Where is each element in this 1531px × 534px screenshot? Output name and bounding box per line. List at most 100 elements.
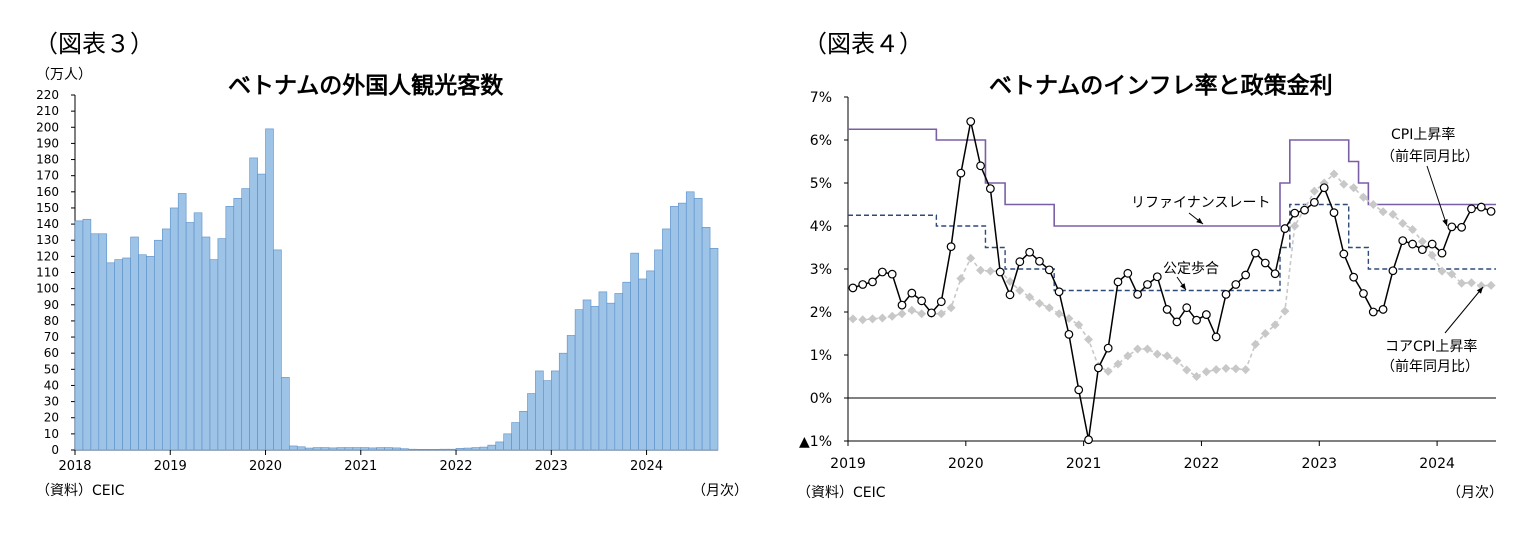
cpi-point — [1280, 224, 1290, 233]
cpi-point — [966, 117, 976, 126]
bar — [511, 422, 520, 451]
core-cpi-point — [848, 314, 858, 324]
y-tick-label: 190 — [36, 136, 59, 150]
core-annotation-line2: （前年同月比） — [1381, 359, 1479, 375]
core-cpi-point — [985, 266, 995, 276]
y-tick-label: 5% — [810, 176, 832, 192]
cpi-point — [1103, 343, 1113, 353]
y-tick-label: 170 — [36, 169, 59, 183]
bar — [265, 128, 274, 451]
core-cpi-point — [1368, 200, 1378, 209]
bar — [582, 299, 592, 451]
y-tick-label: 220 — [36, 88, 59, 102]
cpi-point — [897, 300, 907, 310]
core-cpi-point — [1123, 351, 1133, 361]
right-source-note: （資料）CEIC — [797, 485, 886, 501]
cpi-point — [1133, 289, 1143, 299]
discount-annotation: 公定歩合 — [1163, 261, 1219, 277]
core-cpi-point — [1388, 209, 1398, 219]
core-cpi-point — [1103, 366, 1113, 376]
cpi-point — [1113, 277, 1123, 287]
x-tick-label: 2023 — [1301, 456, 1337, 472]
bar — [646, 270, 655, 451]
core-cpi-point — [1349, 183, 1359, 193]
x-tick-label: 2021 — [344, 459, 377, 474]
cpi-point — [1084, 435, 1093, 445]
bar — [296, 446, 306, 451]
cpi-point — [848, 283, 858, 293]
y-tick-label: 30 — [44, 395, 59, 409]
bar — [447, 448, 457, 451]
cpi-point — [1044, 265, 1054, 275]
y-tick-label: 210 — [36, 104, 59, 118]
core-cpi-point — [1447, 269, 1457, 279]
y-tick-label: 200 — [36, 120, 59, 134]
bar — [558, 352, 568, 451]
bar — [574, 309, 584, 451]
bar — [74, 220, 84, 451]
right-x-unit: （月次） — [1447, 485, 1503, 501]
inflation-chart-panel: （図表４） ベトナムのインフレ率と政策金利 ▲1% 0% 1% 2% 3% 4% 5% 6% 7… — [765, 0, 1531, 534]
bar — [217, 238, 227, 451]
bar — [304, 447, 314, 451]
y-tick-label: 2% — [810, 305, 832, 321]
core-cpi-point — [1466, 278, 1476, 288]
core-cpi-point — [1142, 344, 1152, 354]
bar — [495, 441, 504, 451]
y-tick-label: 100 — [36, 282, 59, 296]
bar — [233, 197, 243, 451]
x-tick-label: 2021 — [1066, 456, 1102, 472]
tourists-chart-panel: （図表３） （万人） ベトナムの外国人観光客数 0 10 20 30 40 50 60 70 8… — [0, 0, 765, 534]
bar — [638, 278, 647, 451]
core-cpi-point — [887, 311, 897, 321]
y-tick-label: 180 — [36, 153, 59, 167]
bar — [431, 449, 441, 451]
cpi-point — [1319, 183, 1329, 193]
left-source-note: （資料）CEIC — [36, 483, 125, 499]
discount-arrow-head — [1180, 283, 1186, 290]
cpi-point — [1005, 290, 1015, 300]
cpi-point — [1309, 197, 1319, 207]
bar — [169, 207, 179, 451]
core-cpi-point — [1015, 286, 1025, 295]
bar — [408, 448, 417, 451]
cpi-point — [995, 267, 1005, 277]
bar — [281, 377, 290, 451]
core-cpi-point — [877, 313, 887, 323]
y-tick-label: 60 — [44, 346, 59, 360]
cpi-point — [907, 288, 917, 298]
cpi-point — [1427, 239, 1437, 249]
core-cpi-point — [1486, 280, 1496, 290]
cpi-arrow-head — [1442, 219, 1448, 226]
cpi-point — [1093, 363, 1103, 373]
core-cpi-point — [1339, 179, 1349, 189]
cpi-point — [1300, 205, 1309, 215]
core-cpi-point — [936, 309, 946, 319]
core-cpi-point — [1201, 367, 1211, 377]
bar — [241, 188, 250, 451]
core-cpi-point — [1084, 335, 1094, 345]
cpi-point — [1211, 332, 1221, 342]
cpi-point — [1201, 310, 1211, 319]
cpi-point — [1349, 272, 1359, 282]
y-tick-label: 10 — [44, 427, 59, 441]
cpi-point — [858, 280, 868, 289]
core-cpi-point — [1290, 221, 1300, 231]
core-cpi-point — [1025, 292, 1035, 302]
cpi-point — [1329, 208, 1339, 218]
cpi-point — [1025, 247, 1035, 257]
cpi-point — [1231, 280, 1241, 289]
bar — [439, 448, 449, 451]
tourists-bar-chart: 0 10 20 30 40 50 60 70 80 90 100 110 120 130 140 150 160… — [36, 88, 719, 474]
bar — [662, 228, 671, 451]
bar — [693, 197, 703, 451]
core-cpi-point — [976, 265, 986, 275]
core-cpi-point — [1280, 306, 1290, 316]
cpi-point — [1359, 289, 1368, 298]
core-cpi-point — [1476, 281, 1486, 291]
bar — [503, 433, 512, 451]
bar — [249, 157, 258, 451]
core-cpi-point — [1005, 276, 1015, 286]
core-cpi-point — [1250, 339, 1260, 349]
bar — [590, 306, 600, 451]
